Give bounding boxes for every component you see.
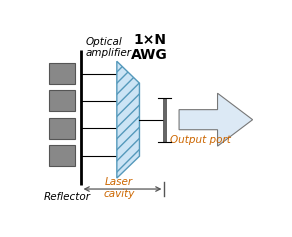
Text: Optical
amplifier: Optical amplifier bbox=[85, 37, 131, 58]
Text: 1×N
AWG: 1×N AWG bbox=[131, 33, 168, 62]
Text: Output port: Output port bbox=[170, 135, 231, 145]
Polygon shape bbox=[179, 93, 253, 146]
Bar bbox=[49, 63, 75, 84]
Bar bbox=[49, 91, 75, 111]
Text: Reflector: Reflector bbox=[43, 192, 90, 202]
Text: Laser
cavity: Laser cavity bbox=[103, 177, 135, 199]
Polygon shape bbox=[117, 61, 140, 178]
Bar bbox=[49, 145, 75, 166]
Bar bbox=[163, 98, 166, 141]
Bar bbox=[49, 118, 75, 139]
